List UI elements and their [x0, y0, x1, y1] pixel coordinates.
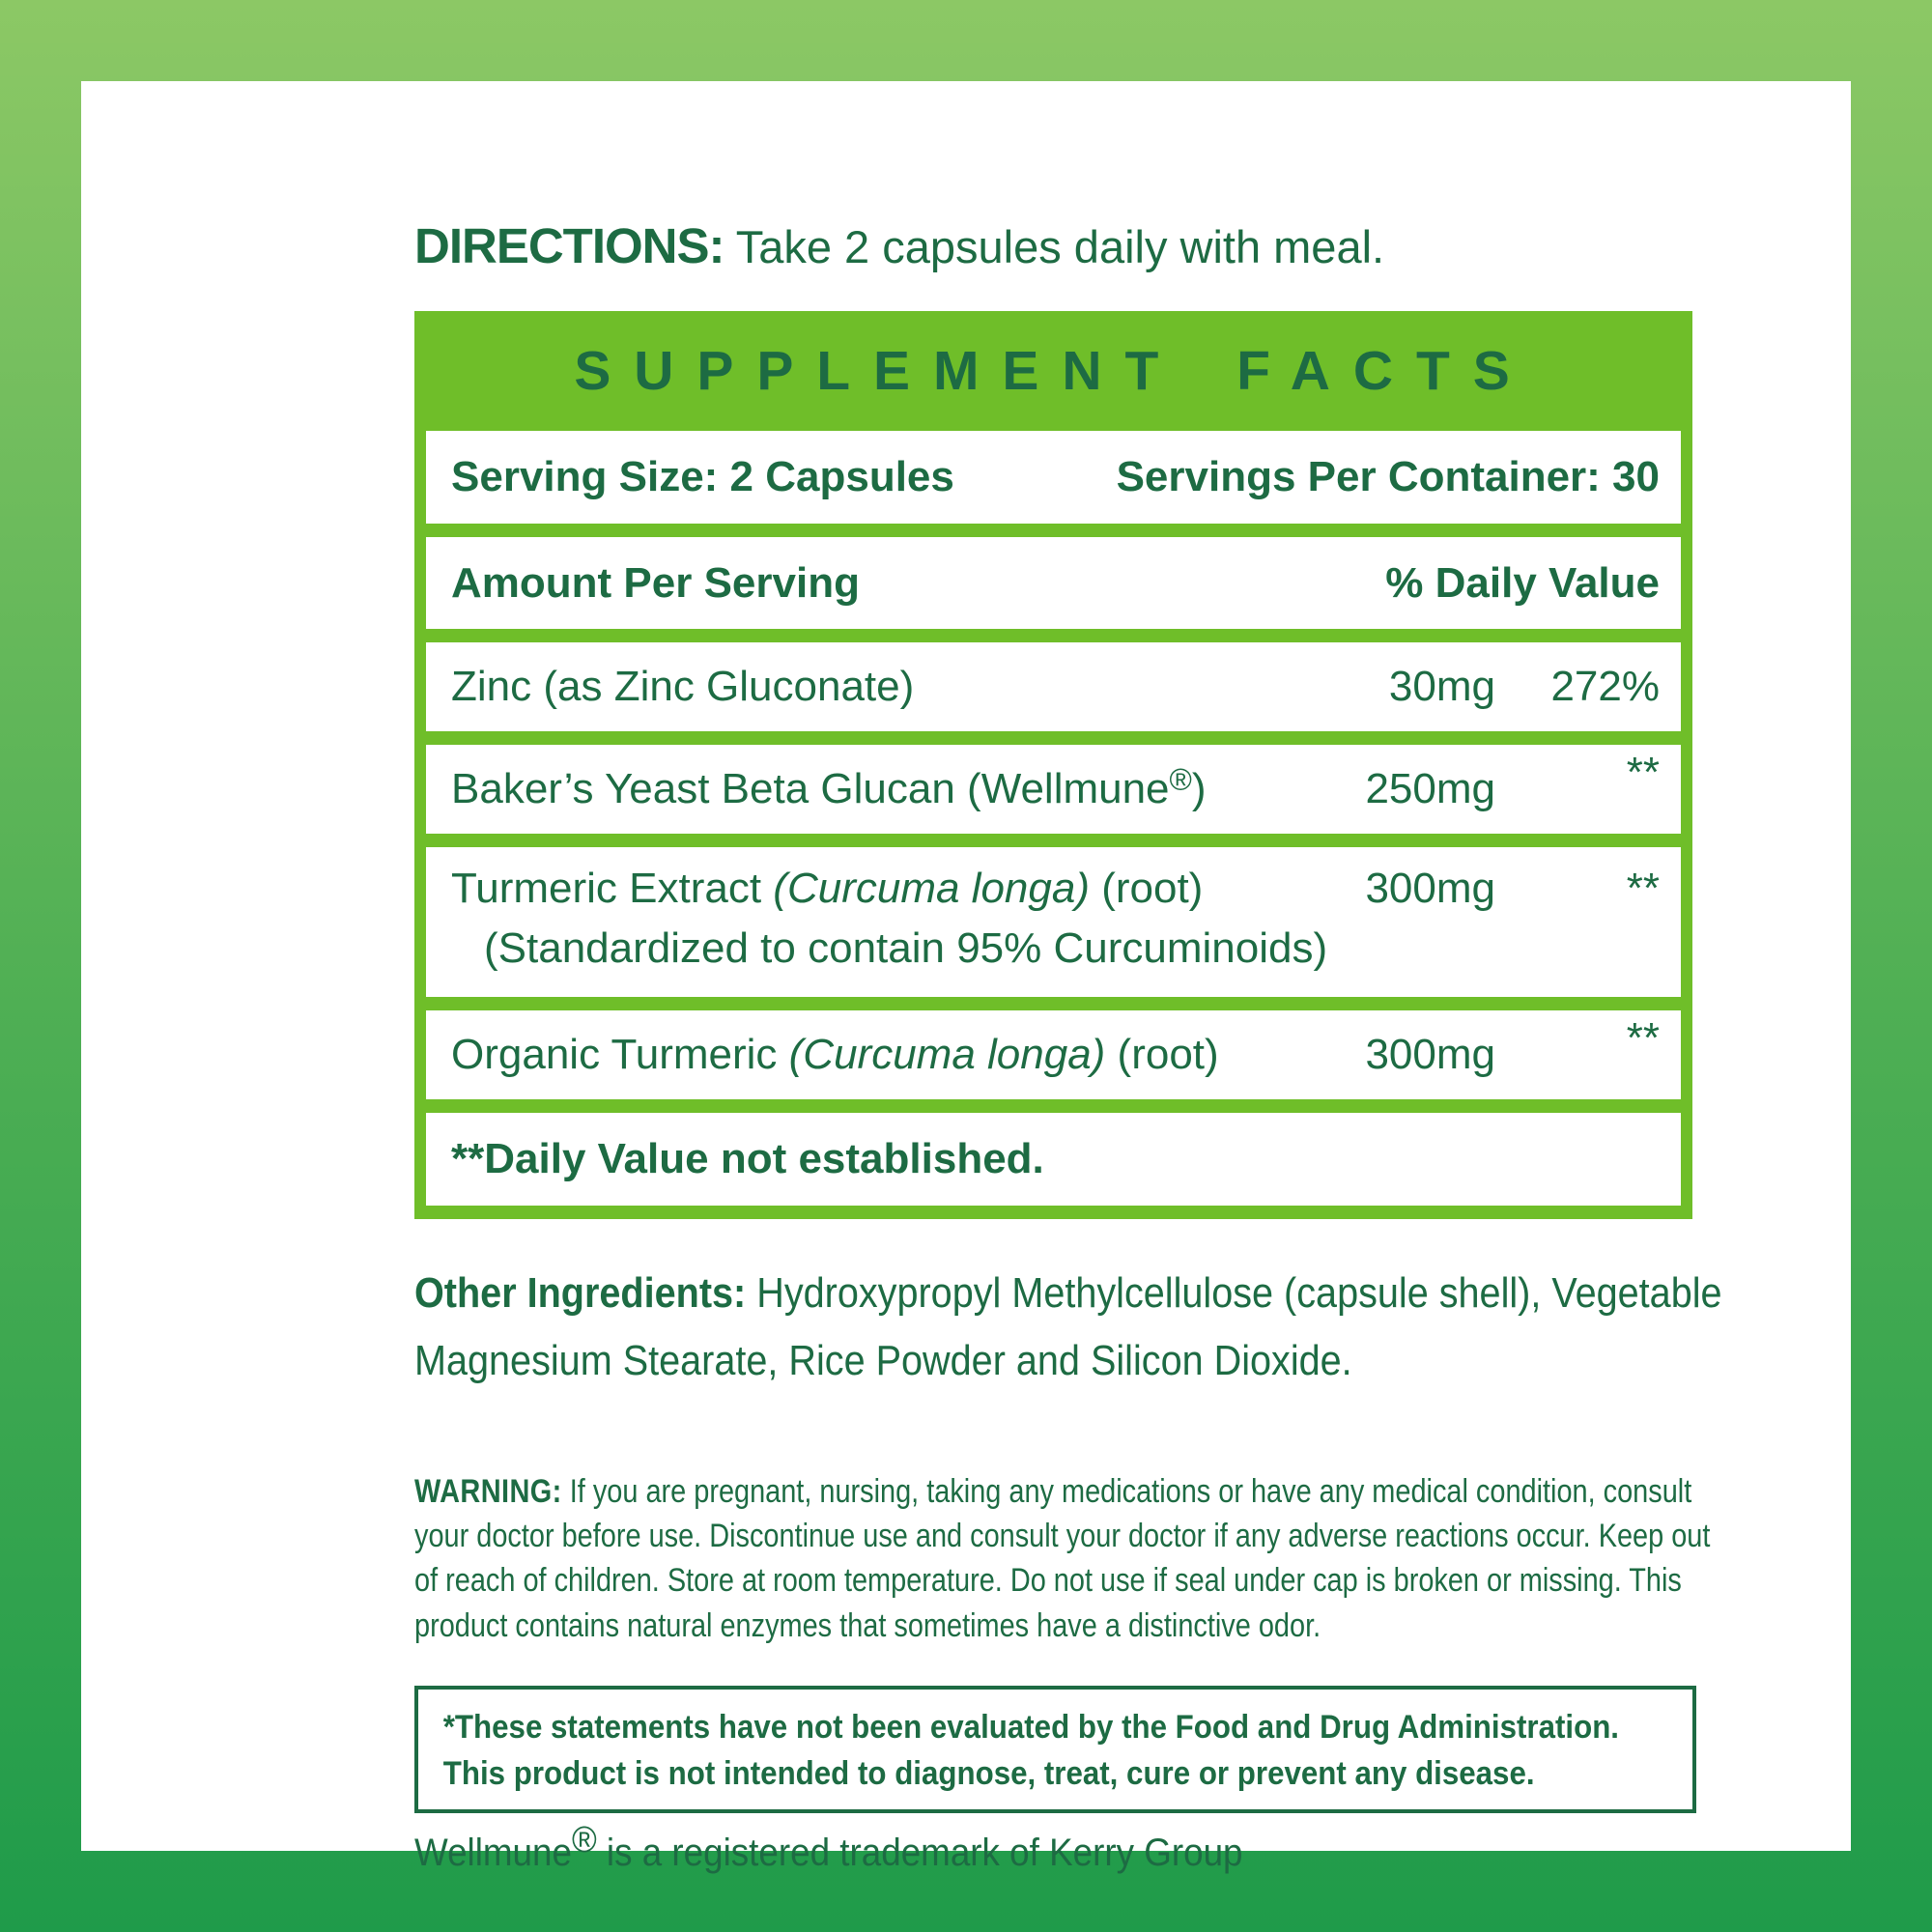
col-daily-value: % Daily Value: [1385, 558, 1660, 607]
warning-label: WARNING:: [414, 1473, 562, 1510]
supplement-facts-rows: Serving Size: 2 Capsules Servings Per Co…: [414, 431, 1692, 1206]
nutrient-row: Zinc (as Zinc Gluconate) 30mg 272%: [426, 642, 1681, 731]
warning-paragraph: WARNING: If you are pregnant, nursing, t…: [414, 1469, 1728, 1648]
nutrient-amount: 300mg: [1365, 1031, 1495, 1078]
nutrient-daily-value: **: [1626, 865, 1660, 912]
nutrient-amount: 250mg: [1365, 765, 1495, 812]
nutrient-name: Baker’s Yeast Beta Glucan (Wellmune®): [451, 761, 1207, 812]
nutrient-daily-value: **: [1626, 1014, 1660, 1062]
registered-mark: ®: [571, 1819, 597, 1861]
fda-disclaimer-line2: This product is not intended to diagnose…: [442, 1755, 1535, 1793]
nutrient-subtext: (Standardized to contain 95% Curcuminoid…: [484, 924, 1328, 972]
column-header-row: Amount Per Serving % Daily Value: [426, 537, 1681, 629]
nutrient-daily-value: **: [1626, 749, 1660, 796]
other-ingredients-text: Hydroxypropyl Methylcellulose (capsule s…: [414, 1269, 1722, 1384]
other-ingredients: Other Ingredients: Hydroxypropyl Methylc…: [414, 1260, 1736, 1394]
other-ingredients-label: Other Ingredients:: [414, 1269, 747, 1317]
supplement-facts-title: SUPPLEMENT FACTS: [574, 340, 1533, 402]
nutrient-row: Baker’s Yeast Beta Glucan (Wellmune®) 250…: [426, 745, 1681, 834]
footnote-text: **Daily Value not established.: [451, 1135, 1044, 1182]
nutrient-amount: 300mg: [1365, 865, 1495, 912]
nutrient-name: Zinc (as Zinc Gluconate): [451, 663, 915, 710]
directions-line: DIRECTIONS: Take 2 capsules daily with m…: [414, 218, 1767, 275]
trademark-text: is a registered trademark of Kerry Group: [596, 1832, 1243, 1874]
directions-label: DIRECTIONS:: [414, 218, 724, 273]
trademark-brand: Wellmune: [414, 1832, 572, 1874]
nutrient-amount: 30mg: [1388, 663, 1495, 710]
label-white-panel: DIRECTIONS: Take 2 capsules daily with m…: [81, 81, 1851, 1874]
serving-size: Serving Size: 2 Capsules: [451, 453, 954, 500]
col-amount-per-serving: Amount Per Serving: [451, 558, 860, 607]
warning-text: If you are pregnant, nursing, taking any…: [414, 1473, 1711, 1644]
nutrient-name: Organic Turmeric (Curcuma longa) (root): [451, 1031, 1219, 1078]
fda-disclaimer-box: *These statements have not been evaluate…: [414, 1686, 1696, 1813]
fda-disclaimer-line1: *These statements have not been evaluate…: [442, 1709, 1619, 1746]
nutrient-row: Organic Turmeric (Curcuma longa) (root) 3…: [426, 1010, 1681, 1099]
nutrient-daily-value: 272%: [1550, 663, 1660, 710]
nutrient-row: Turmeric Extract (Curcuma longa) (root)(…: [426, 847, 1681, 997]
supplement-facts-table: SUPPLEMENT FACTS Serving Size: 2 Capsule…: [414, 311, 1692, 1219]
fda-disclaimer-text: *These statements have not been evaluate…: [418, 1690, 1662, 1798]
servings-per-container: Servings Per Container: 30: [1116, 453, 1660, 500]
nutrient-name: Turmeric Extract (Curcuma longa) (root)(…: [451, 865, 1350, 973]
directions-text: Take 2 capsules daily with meal.: [724, 221, 1385, 272]
footnote-row: **Daily Value not established.: [426, 1113, 1681, 1206]
trademark-line: Wellmune® is a registered trademark of K…: [414, 1820, 1659, 1875]
serving-row: Serving Size: 2 Capsules Servings Per Co…: [426, 431, 1681, 524]
